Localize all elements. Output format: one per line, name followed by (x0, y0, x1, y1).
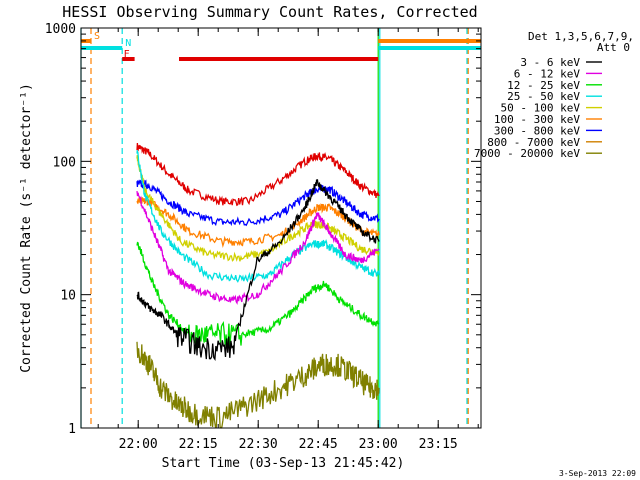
series-line-5 (136, 191, 380, 305)
top-marker-label-N: N (125, 38, 131, 49)
y-tick-label-3: 1000 (45, 22, 76, 37)
legend-header-line-1: Det 1,3,5,6,7,9, (528, 30, 634, 43)
legend-header-line-2: Att 0 (597, 41, 630, 54)
series-line-3 (136, 155, 380, 262)
plot-frame (80, 27, 482, 429)
series-line-1 (136, 179, 380, 227)
legend-label-2: 12 - 25 keV (507, 79, 580, 92)
y-tick-label-0: 1 (68, 422, 76, 437)
x-axis-label: Start Time (03-Sep-13 21:45:42) (162, 456, 405, 471)
legend-label-4: 50 - 100 keV (501, 102, 581, 115)
x-tick-label-1: 22:15 (179, 437, 218, 452)
series-line-8 (136, 341, 380, 429)
x-tick-label-4: 23:00 (359, 437, 398, 452)
legend-label-8: 7000 - 20000 keV (474, 147, 580, 160)
legend-label-5: 100 - 300 keV (494, 113, 580, 126)
x-axis: 22:00 22:15 22:30 22:45 23:00 23:15 (97, 28, 479, 452)
y-tick-label-1: 10 (60, 289, 76, 304)
chart-title: HESSI Observing Summary Count Rates, Cor… (62, 3, 477, 21)
series-line-0 (136, 142, 380, 207)
series-line-2 (136, 196, 380, 248)
legend-label-0: 3 - 6 keV (520, 56, 580, 69)
y-tick-label-2: 100 (53, 155, 76, 170)
legend-label-6: 300 - 800 keV (494, 124, 580, 137)
legend-label-7: 800 - 7000 keV (487, 136, 580, 149)
footer-timestamp: 3-Sep-2013 22:09 (559, 469, 636, 478)
x-tick-label-3: 22:45 (299, 437, 338, 452)
legend-label-1: 6 - 12 keV (514, 67, 581, 80)
legend-label-3: 25 - 50 keV (507, 90, 580, 103)
top-marker-label-S: S (94, 31, 100, 42)
y-axis-label: Corrected Count Rate (s⁻¹ detector⁻¹) (19, 83, 34, 373)
x-tick-label-0: 22:00 (119, 437, 158, 452)
top-marker-label-F: F (124, 49, 130, 60)
series-line-7 (136, 179, 380, 362)
x-tick-label-5: 23:15 (419, 437, 458, 452)
x-tick-label-2: 22:30 (239, 437, 278, 452)
plot-area: S NF (80, 28, 481, 429)
y-axis: 1 10 100 1000 (45, 22, 481, 437)
series-line-4 (136, 150, 380, 283)
